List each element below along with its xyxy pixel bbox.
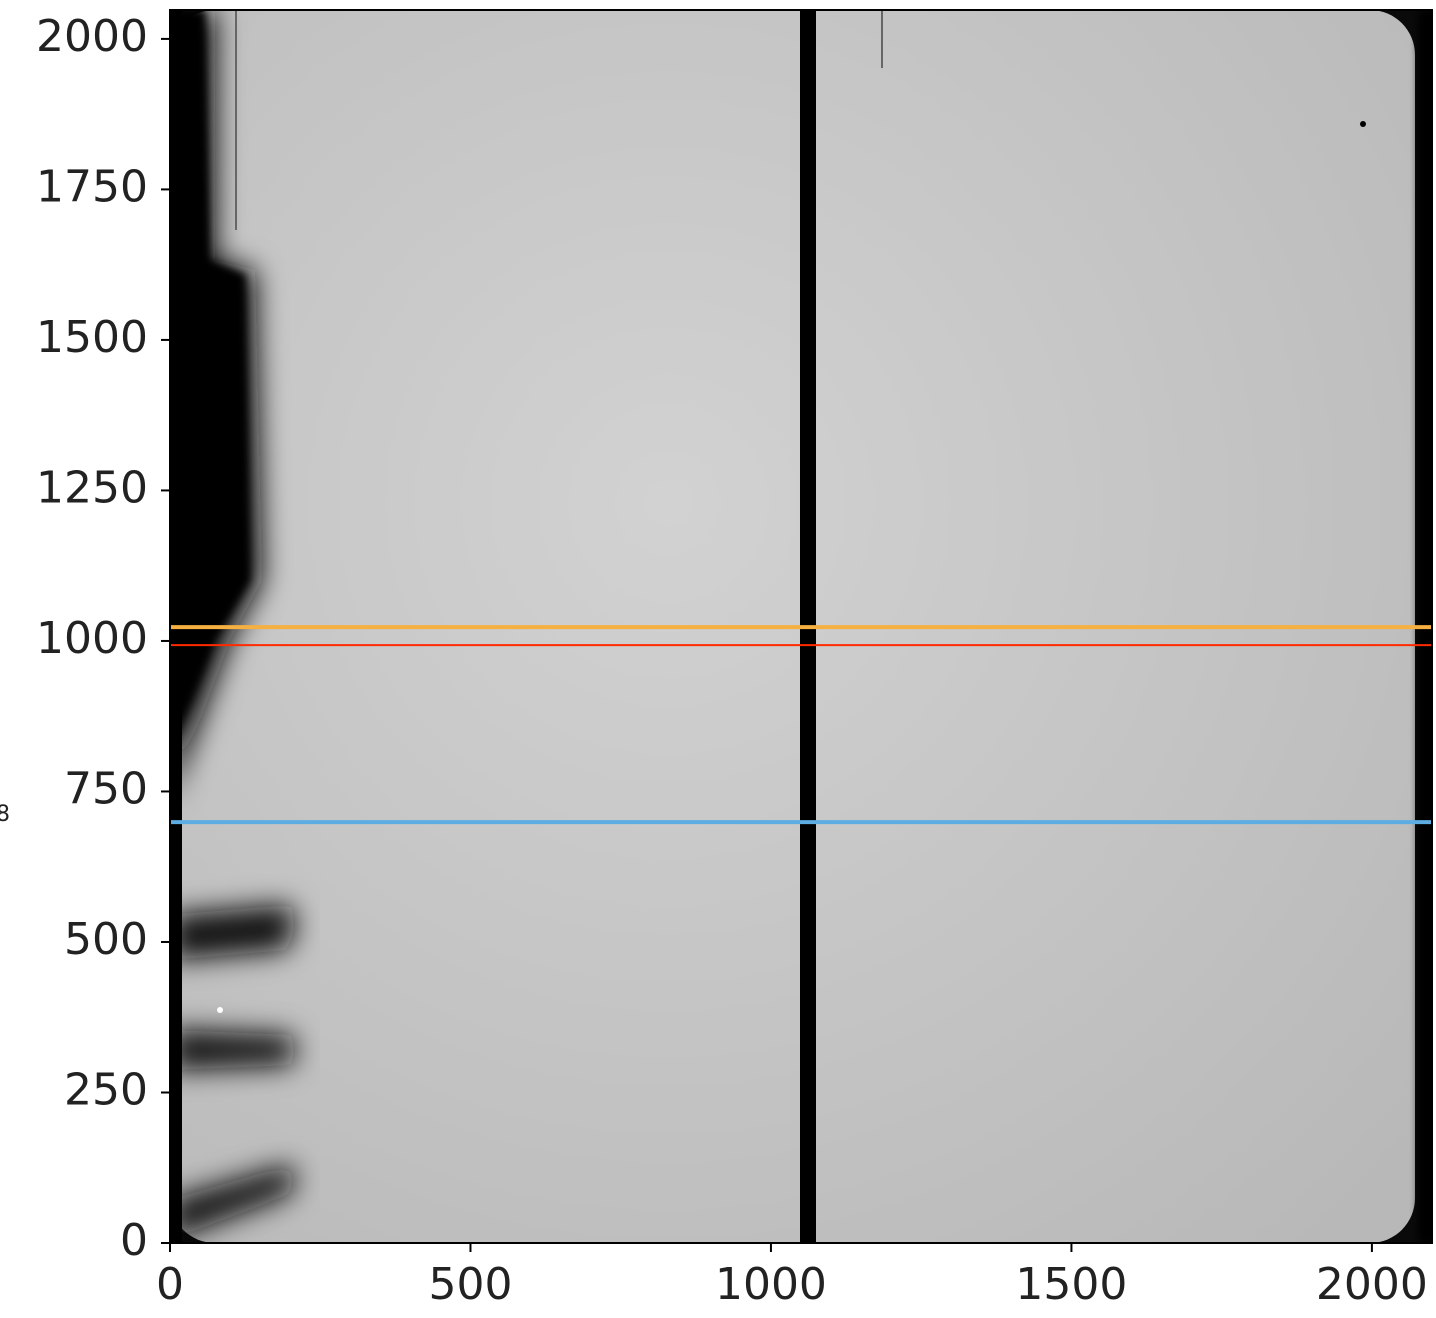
y-tick-label: 500: [64, 914, 148, 965]
x-tick-label: 500: [428, 1259, 512, 1310]
y-tick-label: 2000: [36, 11, 148, 62]
side-label: 8: [0, 802, 10, 827]
y-tick-label: 250: [64, 1064, 148, 1115]
x-tick-label: 0: [156, 1259, 184, 1310]
y-tick-label: 0: [120, 1215, 148, 1266]
x-tick-label: 1500: [1015, 1259, 1127, 1310]
y-tick-label: 1500: [36, 312, 148, 363]
x-tick-label: 2000: [1316, 1259, 1428, 1310]
axes-frame: [169, 9, 1433, 1244]
x-tick-label: 1000: [715, 1259, 827, 1310]
y-tick-label: 750: [64, 763, 148, 814]
y-tick-label: 1750: [36, 161, 148, 212]
y-tick-label: 1000: [36, 613, 148, 664]
line-layer: [170, 625, 1432, 825]
y-tick-label: 1250: [36, 462, 148, 513]
